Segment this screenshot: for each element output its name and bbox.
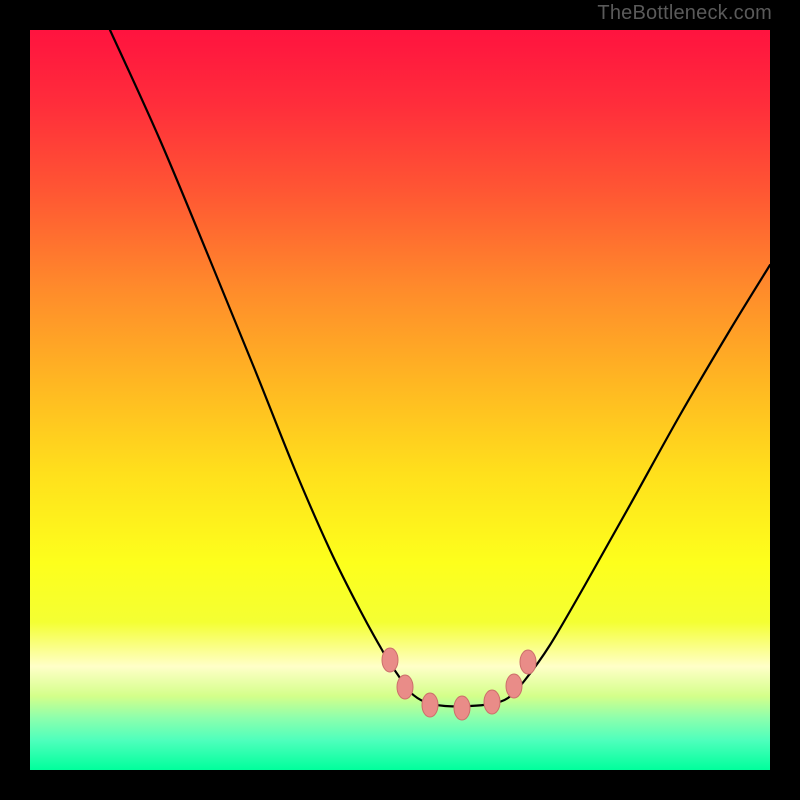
curve-marker <box>520 650 536 674</box>
curve-marker <box>382 648 398 672</box>
chart-frame: TheBottleneck.com <box>0 0 800 800</box>
bottleneck-curve <box>110 30 770 706</box>
curve-marker <box>422 693 438 717</box>
plot-area <box>30 30 770 770</box>
bottleneck-curve-layer <box>30 30 770 770</box>
curve-marker <box>397 675 413 699</box>
curve-marker <box>484 690 500 714</box>
watermark-text: TheBottleneck.com <box>597 2 772 25</box>
curve-marker <box>454 696 470 720</box>
curve-markers <box>382 648 536 720</box>
curve-marker <box>506 674 522 698</box>
